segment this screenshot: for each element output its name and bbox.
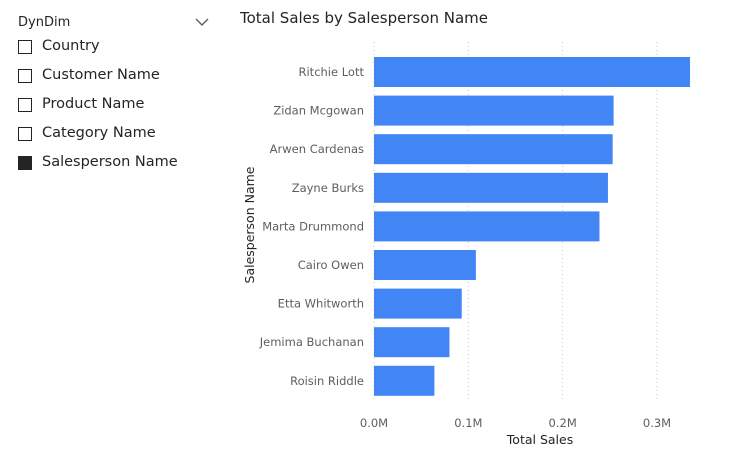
bar[interactable] <box>374 288 462 319</box>
bar[interactable] <box>374 134 613 165</box>
bar[interactable] <box>374 95 614 126</box>
bar[interactable] <box>374 211 600 242</box>
x-tick-label: 0.0M <box>360 416 388 430</box>
bar[interactable] <box>374 172 608 203</box>
category-label: Jemima Buchanan <box>259 335 364 349</box>
slicer-title: DynDim <box>18 15 71 30</box>
bar[interactable] <box>374 365 435 396</box>
x-tick-label: 0.3M <box>643 416 671 430</box>
checkbox-checked[interactable] <box>18 156 32 170</box>
slicer-item-customer-name[interactable]: Customer Name <box>18 66 218 88</box>
slicer-item-label: Country <box>42 38 100 54</box>
bar[interactable] <box>374 327 450 358</box>
slicer-item-country[interactable]: Country <box>18 37 218 59</box>
x-tick-label: 0.1M <box>454 416 482 430</box>
category-label: Zidan Mcgowan <box>273 104 364 118</box>
checkbox-unchecked[interactable] <box>18 98 32 112</box>
slicer-item-product-name[interactable]: Product Name <box>18 95 218 117</box>
category-label: Zayne Burks <box>292 181 364 195</box>
y-axis-title: Salesperson Name <box>242 166 257 283</box>
dyndim-slicer: DynDim Country Customer Name Product Name C… <box>0 0 220 200</box>
slicer-item-label: Customer Name <box>42 67 160 83</box>
slicer-header[interactable]: DynDim <box>18 13 210 33</box>
category-label: Marta Drummond <box>262 219 364 233</box>
x-tick-label: 0.2M <box>549 416 577 430</box>
checkbox-unchecked[interactable] <box>18 40 32 54</box>
slicer-item-category-name[interactable]: Category Name <box>18 124 218 146</box>
category-label: Cairo Owen <box>298 258 364 272</box>
category-label: Etta Whitworth <box>278 297 364 311</box>
bar[interactable] <box>374 250 476 280</box>
category-label: Ritchie Lott <box>299 65 365 79</box>
category-label: Roisin Riddle <box>290 374 364 388</box>
slicer-item-salesperson-name[interactable]: Salesperson Name <box>18 153 218 175</box>
chart-title: Total Sales by Salesperson Name <box>240 9 489 27</box>
category-label: Arwen Cardenas <box>270 142 364 156</box>
chevron-down-icon[interactable] <box>194 15 210 29</box>
bar[interactable] <box>374 57 691 87</box>
checkbox-unchecked[interactable] <box>18 127 32 141</box>
slicer-item-label: Category Name <box>42 125 156 141</box>
slicer-item-label: Product Name <box>42 96 145 112</box>
checkbox-unchecked[interactable] <box>18 69 32 83</box>
x-axis-title: Total Sales <box>506 432 573 447</box>
slicer-item-label: Salesperson Name <box>42 154 178 170</box>
